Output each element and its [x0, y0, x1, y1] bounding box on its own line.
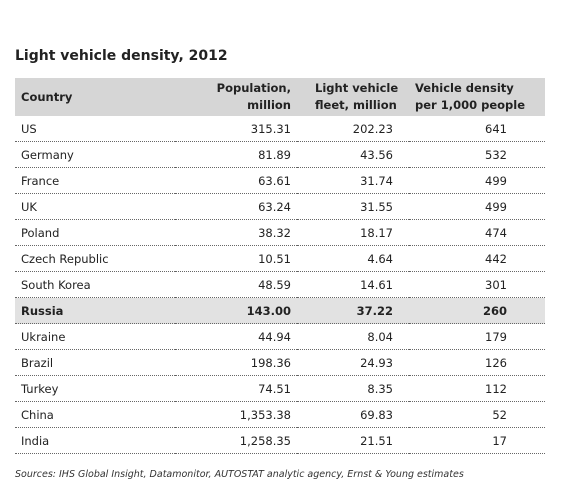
value-cell: 112: [409, 375, 545, 402]
value-cell: 315.31: [175, 116, 297, 142]
value-cell: 14.61: [297, 271, 409, 298]
value-cell: 31.74: [297, 167, 409, 194]
table-row: Ukraine 44.94 8.04 179: [15, 323, 545, 350]
table-row: Brazil 198.36 24.93 126: [15, 349, 545, 376]
value-cell: 74.51: [175, 375, 297, 402]
value-cell: 474: [409, 219, 545, 246]
value-cell: 1,353.38: [175, 401, 297, 428]
value-cell: 18.17: [297, 219, 409, 246]
country-cell: Ukraine: [15, 323, 175, 350]
value-cell: 63.61: [175, 167, 297, 194]
table-row: Czech Republic 10.51 4.64 442: [15, 245, 545, 272]
table-row: Poland 38.32 18.17 474: [15, 219, 545, 246]
value-cell: 198.36: [175, 349, 297, 376]
value-cell: 1,258.35: [175, 427, 297, 454]
value-cell: 641: [409, 116, 545, 142]
table-row: France 63.61 31.74 499: [15, 167, 545, 194]
country-cell: India: [15, 427, 175, 454]
value-cell: 48.59: [175, 271, 297, 298]
value-cell: 8.35: [297, 375, 409, 402]
country-cell: China: [15, 401, 175, 428]
country-cell: Brazil: [15, 349, 175, 376]
column-header: Population, million: [175, 78, 297, 116]
value-cell: 202.23: [297, 116, 409, 142]
value-cell: 38.32: [175, 219, 297, 246]
table-title: Light vehicle density, 2012: [15, 48, 228, 64]
value-cell: 8.04: [297, 323, 409, 350]
country-cell: Czech Republic: [15, 245, 175, 272]
value-cell: 301: [409, 271, 545, 298]
country-cell: South Korea: [15, 271, 175, 298]
data-table: Country Population, million Light vehicle …: [15, 78, 545, 454]
value-cell: 260: [409, 297, 545, 324]
table-row: Russia 143.00 37.22 260: [15, 297, 545, 324]
value-cell: 17: [409, 427, 545, 454]
table-row: India 1,258.35 21.51 17: [15, 427, 545, 454]
value-cell: 10.51: [175, 245, 297, 272]
country-cell: US: [15, 116, 175, 142]
value-cell: 43.56: [297, 141, 409, 168]
value-cell: 52: [409, 401, 545, 428]
value-cell: 442: [409, 245, 545, 272]
table-row: US 315.31 202.23 641: [15, 116, 545, 142]
country-cell: Poland: [15, 219, 175, 246]
table-body: US 315.31 202.23 641 Germany 81.89 43.56 532 Fra…: [15, 116, 545, 454]
header-row: Country Population, million Light vehicle …: [15, 78, 545, 116]
table-row: South Korea 48.59 14.61 301: [15, 271, 545, 298]
value-cell: 63.24: [175, 193, 297, 220]
table-row: Germany 81.89 43.56 532: [15, 141, 545, 168]
value-cell: 532: [409, 141, 545, 168]
table-row: Turkey 74.51 8.35 112: [15, 375, 545, 402]
value-cell: 21.51: [297, 427, 409, 454]
value-cell: 499: [409, 193, 545, 220]
country-cell: Turkey: [15, 375, 175, 402]
country-cell: France: [15, 167, 175, 194]
table-row: China 1,353.38 69.83 52: [15, 401, 545, 428]
table-row: UK 63.24 31.55 499: [15, 193, 545, 220]
country-cell: Germany: [15, 141, 175, 168]
value-cell: 179: [409, 323, 545, 350]
column-header: Vehicle density per 1,000 people: [409, 78, 545, 116]
column-header: Country: [15, 78, 175, 116]
value-cell: 24.93: [297, 349, 409, 376]
value-cell: 44.94: [175, 323, 297, 350]
column-header: Light vehicle fleet, million: [297, 78, 409, 116]
country-cell: Russia: [15, 297, 175, 324]
value-cell: 81.89: [175, 141, 297, 168]
value-cell: 31.55: [297, 193, 409, 220]
value-cell: 69.83: [297, 401, 409, 428]
value-cell: 499: [409, 167, 545, 194]
value-cell: 126: [409, 349, 545, 376]
source-note: Sources: IHS Global Insight, Datamonitor…: [15, 469, 464, 480]
value-cell: 4.64: [297, 245, 409, 272]
country-cell: UK: [15, 193, 175, 220]
value-cell: 37.22: [297, 297, 409, 324]
value-cell: 143.00: [175, 297, 297, 324]
